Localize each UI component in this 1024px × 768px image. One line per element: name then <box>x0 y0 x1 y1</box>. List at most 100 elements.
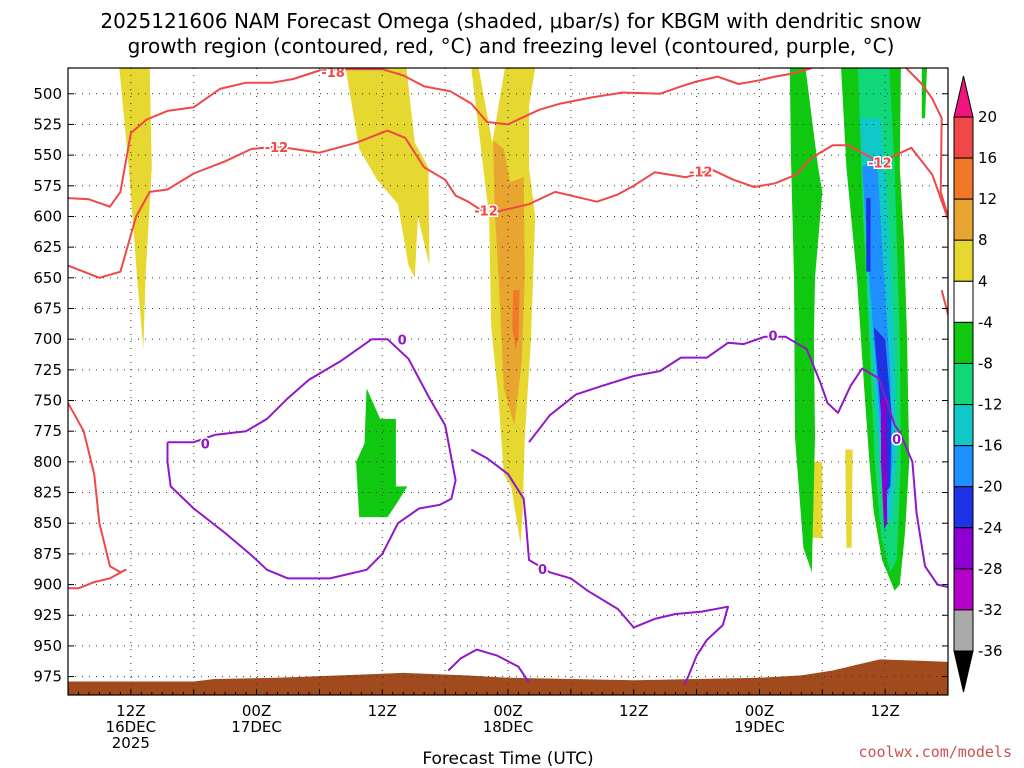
colorbar-label-4: 4 <box>978 272 988 290</box>
omega-region-descent-band-19dec-outer <box>789 68 823 573</box>
colorbar-label-6: -8 <box>978 354 993 372</box>
y-tick-label-800: 800 <box>33 453 62 471</box>
x-tick-label-78-0: 12Z <box>870 702 899 720</box>
y-tick-label-575: 575 <box>33 177 62 195</box>
omega-region-descent-core-19dec-24 <box>881 398 888 530</box>
omega-region-ascent-small-19dec-a <box>811 461 823 538</box>
contour-dendritic-lowlevel-west <box>68 402 127 590</box>
contour-dendritic-minus12-east <box>905 68 948 217</box>
colorbar-box-3 <box>953 239 974 282</box>
y-axis: 500 525 550 575 600 625 650 675 700 725 750 775 800 8… <box>33 85 948 686</box>
contour-freezing-level-east <box>470 448 729 686</box>
colorbar-box-7 <box>953 404 974 447</box>
y-tick-label-700: 700 <box>33 330 62 348</box>
contour-dendritic-minus12-lower <box>68 129 948 279</box>
contour-label-4: -12 <box>868 157 892 172</box>
colorbar: 20 16 12 8 4 -4 -8 -12 -16 -20 -24 -28 -32 -36 <box>953 75 1003 693</box>
colorbar-box-6 <box>953 362 974 406</box>
contour-label-0: -18 <box>321 66 345 81</box>
contour-freezing-level-mid <box>528 335 948 588</box>
colorbar-label-10: -24 <box>978 519 1003 537</box>
colorbar-label-3: 8 <box>978 231 988 249</box>
x-tick-label-66-0: 00Z <box>745 702 774 720</box>
omega-region-descent-narrow-19dec <box>921 68 927 119</box>
x-tick-label-18-1: 17DEC <box>231 718 282 736</box>
colorbar-box-0 <box>953 116 974 159</box>
colorbar-box-12 <box>953 609 974 652</box>
omega-region-ascent-band-16dec <box>119 68 152 349</box>
colorbar-box-1 <box>953 157 974 200</box>
colorbar-box-9 <box>953 486 974 529</box>
contour-label-8: 0 <box>769 330 778 345</box>
colorbar-box-10 <box>953 527 974 570</box>
colorbar-bottom-triangle <box>953 650 974 693</box>
colorbar-box-2 <box>953 198 974 241</box>
y-tick-label-875: 875 <box>33 545 62 563</box>
x-tick-label-42-1: 18DEC <box>483 718 534 736</box>
y-tick-label-550: 550 <box>33 146 62 164</box>
y-tick-label-750: 750 <box>33 392 62 410</box>
contour-label-3: -12 <box>689 165 713 180</box>
omega-region-ascent-band-17dec-upper <box>345 68 430 278</box>
colorbar-label-8: -16 <box>978 437 1003 455</box>
colorbar-box-8 <box>953 445 974 488</box>
omega-region-ascent-core-18dec-12 <box>512 290 520 349</box>
x-tick-label-6-2: 2025 <box>112 734 150 752</box>
x-tick-label-54-0: 12Z <box>619 702 648 720</box>
omega-region-ascent-small-19dec-b <box>845 449 853 548</box>
contour-labels: -18 -12 -12 -12 -12 0 0 0 0 0 <box>199 66 902 579</box>
y-tick-label-900: 900 <box>33 576 62 594</box>
colorbar-label-5: -4 <box>978 313 993 331</box>
colorbar-label-11: -28 <box>978 560 1003 578</box>
x-tick-label-6-0: 12Z <box>116 702 145 720</box>
colorbar-label-7: -12 <box>978 396 1003 414</box>
x-tick-label-42-0: 00Z <box>493 702 522 720</box>
colorbar-label-9: -20 <box>978 478 1003 496</box>
chart-title-line-2: growth region (contoured, red, °C) and f… <box>128 34 895 58</box>
x-tick-label-30-0: 12Z <box>368 702 397 720</box>
x-axis-label: Forecast Time (UTC) <box>422 749 593 768</box>
y-tick-label-525: 525 <box>33 115 62 133</box>
plot-area: -18 -12 -12 -12 -12 0 0 0 0 0 <box>68 66 948 695</box>
y-tick-label-650: 650 <box>33 269 62 287</box>
contour-dendritic-minus12-farright <box>940 289 948 315</box>
colorbar-box-11 <box>953 568 974 611</box>
contour-label-1: -12 <box>265 141 289 156</box>
y-tick-label-775: 775 <box>33 422 62 440</box>
y-tick-label-925: 925 <box>33 606 62 624</box>
colorbar-top-triangle <box>953 75 974 118</box>
credit-text: coolwx.com/models <box>858 743 1012 761</box>
omega-region-descent-pocket-17dec <box>356 388 408 518</box>
x-tick-label-66-1: 19DEC <box>734 718 785 736</box>
colorbar-box-4 <box>953 280 974 323</box>
y-tick-label-825: 825 <box>33 484 62 502</box>
contour-label-9: 0 <box>892 433 901 448</box>
y-tick-label-725: 725 <box>33 361 62 379</box>
x-tick-label-18-0: 00Z <box>242 702 271 720</box>
contour-label-5: 0 <box>398 333 407 348</box>
chart-title-line-1: 2025121606 NAM Forecast Omega (shaded, μ… <box>100 9 921 33</box>
y-tick-label-850: 850 <box>33 514 62 532</box>
x-tick-label-6-1: 16DEC <box>106 718 157 736</box>
colorbar-box-5 <box>953 321 974 364</box>
terrain <box>68 659 948 695</box>
contour-label-6: 0 <box>201 438 210 453</box>
y-tick-label-975: 975 <box>33 668 62 686</box>
contour-label-7: 0 <box>538 563 547 578</box>
y-tick-label-675: 675 <box>33 299 62 317</box>
omega-shading <box>119 68 927 591</box>
contour-dendritic-minus12-upper <box>68 68 813 208</box>
colorbar-label-1: 16 <box>978 149 997 167</box>
contour-label-2: -12 <box>474 205 498 220</box>
y-tick-label-600: 600 <box>33 207 62 225</box>
omega-region-descent-streak-19dec-20 <box>866 198 871 272</box>
colorbar-label-0: 20 <box>978 108 997 126</box>
contour-freezing-level-surface <box>447 648 530 684</box>
terrain-fill <box>68 659 948 695</box>
y-tick-label-950: 950 <box>33 637 62 655</box>
y-tick-label-625: 625 <box>33 238 62 256</box>
colorbar-label-13: -36 <box>978 642 1003 660</box>
y-tick-label-500: 500 <box>33 85 62 103</box>
